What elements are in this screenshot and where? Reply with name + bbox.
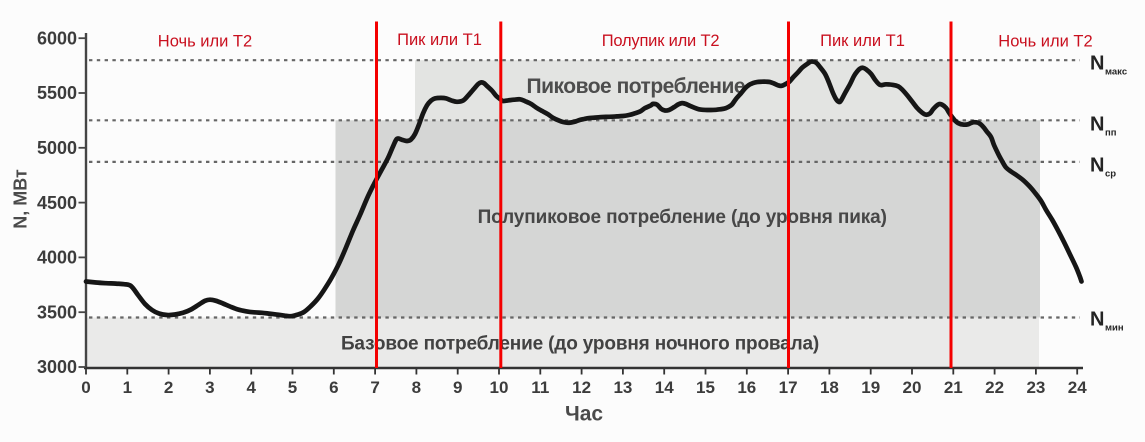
svg-text:5500: 5500 [37,83,77,103]
svg-text:17: 17 [779,378,798,397]
svg-text:4: 4 [246,378,256,397]
svg-text:7: 7 [370,378,379,397]
svg-text:ср: ср [1105,169,1116,180]
svg-text:5000: 5000 [37,138,77,158]
svg-text:11: 11 [531,378,549,397]
svg-text:8: 8 [412,378,421,397]
svg-text:18: 18 [820,378,839,397]
svg-text:22: 22 [985,378,1004,397]
svg-text:Пиковое потребление: Пиковое потребление [527,75,746,98]
svg-text:20: 20 [903,378,922,397]
svg-text:15: 15 [696,378,715,397]
svg-text:21: 21 [944,378,963,397]
svg-text:Базовое потребление (до уровня: Базовое потребление (до уровня ночного п… [341,334,819,355]
svg-text:N: N [1090,53,1104,75]
svg-text:2: 2 [164,378,173,397]
svg-text:12: 12 [572,378,591,397]
svg-text:мин: мин [1105,323,1124,334]
svg-text:19: 19 [861,378,880,397]
svg-text:0: 0 [81,378,90,397]
svg-text:N: N [1090,309,1104,331]
svg-text:пп: пп [1105,128,1117,139]
svg-text:16: 16 [737,378,756,397]
svg-text:Ночь или Т2: Ночь или Т2 [998,33,1092,51]
svg-text:24: 24 [1068,378,1087,397]
svg-text:4000: 4000 [37,248,77,268]
svg-text:N: N [1090,155,1104,177]
svg-text:14: 14 [655,378,674,397]
svg-text:Пик или Т1: Пик или Т1 [820,32,905,50]
svg-text:4500: 4500 [37,193,77,213]
svg-text:макс: макс [1105,67,1127,78]
svg-text:Полупиковое потребление (до ур: Полупиковое потребление (до уровня пика) [478,207,887,228]
svg-text:Час: Час [565,403,603,426]
svg-text:5: 5 [288,378,297,397]
svg-text:3000: 3000 [37,357,77,377]
svg-text:10: 10 [490,378,509,397]
svg-text:13: 13 [613,378,632,397]
svg-text:6000: 6000 [37,28,77,48]
svg-text:1: 1 [123,378,132,397]
svg-text:Пик или Т1: Пик или Т1 [397,31,482,49]
svg-text:Ночь или Т2: Ночь или Т2 [158,33,252,51]
svg-text:N: N [1090,114,1104,136]
svg-text:23: 23 [1026,378,1045,397]
svg-text:3500: 3500 [37,302,77,322]
svg-text:Полупик или Т2: Полупик или Т2 [602,32,720,50]
svg-text:N, МВт: N, МВт [10,169,30,229]
svg-text:3: 3 [205,378,214,397]
svg-text:9: 9 [453,378,462,397]
svg-text:6: 6 [329,378,338,397]
